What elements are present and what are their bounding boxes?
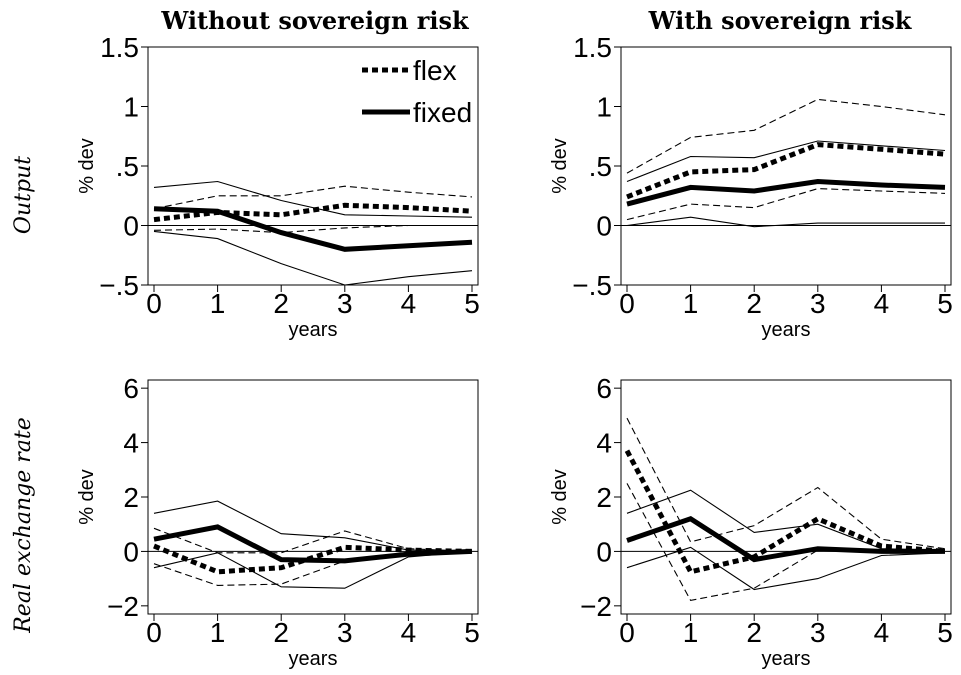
- y-tick-label: 2: [123, 482, 139, 513]
- column-title-right: With sovereign risk: [648, 6, 913, 35]
- legend-label-fixed: fixed: [413, 97, 472, 128]
- x-tick-label: 3: [337, 288, 353, 319]
- x-tick-label: 0: [146, 617, 162, 648]
- y-tick-label: 4: [123, 428, 139, 459]
- y-axis-label: % dev: [76, 138, 98, 194]
- series-line-thin-solid: [626, 489, 946, 551]
- x-tick-label: 1: [210, 288, 226, 319]
- y-tick-label: .5: [116, 151, 139, 182]
- y-tick-label: −2: [107, 591, 139, 622]
- x-tick-label: 0: [619, 617, 635, 648]
- series-line-thin-solid: [626, 216, 945, 228]
- series-line-thin-dashed: [153, 550, 473, 586]
- y-axis-label: % dev: [76, 469, 98, 525]
- row-title-real-exchange-rate: Real exchange rate: [11, 417, 36, 634]
- x-tick-label: 1: [683, 617, 699, 648]
- x-tick-label: 3: [810, 617, 826, 648]
- y-tick-label: 1.5: [100, 32, 139, 63]
- y-axis-label: % dev: [549, 469, 571, 525]
- x-tick-label: 2: [746, 617, 762, 648]
- y-tick-label: 6: [123, 373, 139, 404]
- series-line-thin-dashed: [626, 98, 946, 174]
- series-line-thin-solid: [153, 180, 473, 218]
- x-tick-label: 3: [337, 617, 353, 648]
- x-tick-label: 4: [401, 617, 417, 648]
- y-tick-label: 0: [123, 536, 139, 567]
- series-line-thin-dashed: [153, 185, 473, 210]
- series-line-thick-solid: [626, 178, 946, 207]
- plot-frame: [620, 46, 952, 286]
- series-line-thin-solid: [153, 550, 473, 589]
- legend: flex fixed: [362, 55, 472, 128]
- x-tick-label: 1: [683, 288, 699, 319]
- x-tick-label: 5: [464, 617, 480, 648]
- series-line-thin-solid: [626, 140, 946, 183]
- y-tick-label: 0: [596, 211, 612, 242]
- x-tick-label: 0: [619, 288, 635, 319]
- x-tick-label: 2: [273, 617, 289, 648]
- y-tick-label: 4: [596, 428, 612, 459]
- series-line-thin-dashed: [153, 224, 472, 234]
- series-line-thin-solid: [153, 230, 473, 286]
- series-line-thick-solid: [153, 524, 473, 564]
- x-axis-label: years: [762, 648, 811, 670]
- y-axis-label: % dev: [549, 138, 571, 194]
- x-tick-label: 2: [273, 288, 289, 319]
- x-tick-label: 5: [937, 288, 953, 319]
- column-title-left: Without sovereign risk: [160, 6, 470, 35]
- series-line-thick-dotted: [626, 142, 946, 200]
- x-tick-label: 3: [810, 288, 826, 319]
- x-tick-label: 1: [210, 617, 226, 648]
- x-tick-label: 4: [874, 617, 890, 648]
- series-line-thin-dashed: [626, 188, 946, 221]
- x-tick-label: 2: [746, 288, 762, 319]
- x-tick-label: 5: [937, 617, 953, 648]
- x-tick-label: 4: [874, 288, 890, 319]
- y-tick-label: 0: [123, 211, 139, 242]
- series-line-thin-dashed: [626, 417, 946, 550]
- y-tick-label: 0: [596, 536, 612, 567]
- series-line-thin-solid: [153, 500, 473, 552]
- x-tick-label: 4: [401, 288, 417, 319]
- y-tick-label: 1.5: [573, 32, 612, 63]
- x-axis-label: years: [289, 319, 338, 341]
- y-tick-label: 2: [596, 482, 612, 513]
- x-axis-label: years: [762, 319, 811, 341]
- legend-label-flex: flex: [413, 55, 457, 86]
- series-line-thick-dotted: [153, 202, 473, 223]
- series-line-thick-solid: [153, 206, 473, 252]
- series-line-thick-solid: [626, 516, 945, 563]
- x-tick-label: 0: [146, 288, 162, 319]
- y-tick-label: 1: [123, 92, 139, 123]
- y-tick-label: 6: [596, 373, 612, 404]
- y-tick-label: 1: [596, 92, 612, 123]
- y-tick-label: −.5: [572, 270, 612, 301]
- x-axis-label: years: [289, 648, 338, 670]
- series-line-thin-solid: [626, 546, 946, 591]
- x-tick-label: 5: [464, 288, 480, 319]
- y-tick-label: −2: [580, 591, 612, 622]
- y-tick-label: .5: [589, 151, 612, 182]
- y-tick-label: −.5: [99, 270, 139, 301]
- row-title-output: Output: [11, 156, 36, 234]
- series-line-thin-dashed: [153, 527, 473, 554]
- series-line-thick-dotted: [624, 449, 946, 575]
